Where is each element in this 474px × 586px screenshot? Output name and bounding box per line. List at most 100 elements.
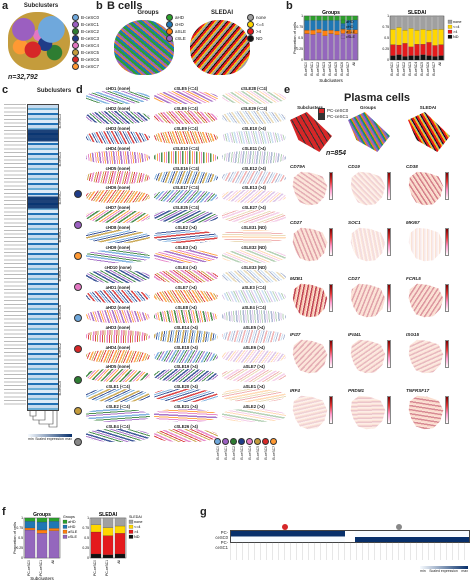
panel-label-f: f [2, 506, 6, 518]
bar-segment-aSLE [310, 29, 316, 35]
umap-pc-sledai [408, 112, 450, 152]
sample-umap: cSLE20 (>4) [152, 384, 220, 404]
x-tick-label: B-ceSC1 [310, 62, 314, 76]
panel-b-groups-legend: aHD cHD aSLE cSLE [166, 14, 186, 42]
sample-umap-title: cHD4 (none) [105, 145, 131, 151]
legend-label: B-ceSC7 [81, 63, 100, 69]
bar-segment-none [420, 15, 426, 30]
gene-expression-scatter [350, 171, 386, 206]
bar-segment-aSLE [24, 527, 36, 531]
sample-umap-title: cSLE20 (>4) [174, 384, 198, 390]
bar-segment-aSLE [322, 30, 328, 36]
cluster-circle [74, 314, 82, 322]
chart-title: Groups [322, 10, 340, 16]
gene-feature-plot: FCRL5 [406, 276, 449, 320]
sample-umap: cSLE5 (<=4) [152, 86, 220, 106]
bar-segment-none [402, 15, 408, 31]
panel-e-groups-title: Groups [359, 105, 376, 110]
legend-swatch [447, 34, 453, 39]
sample-umap-title: aSLE6 (>4) [243, 344, 265, 350]
bar-segment-aHD [346, 15, 352, 21]
d-legend-label: B-ceSC0 [215, 446, 220, 460]
sample-umap: cSLE28 (<=4) [220, 86, 288, 106]
legend-item: B-ceSC4 [72, 42, 99, 49]
sample-umap-title: cHD1 (none) [105, 86, 131, 91]
legend-swatch [318, 114, 325, 120]
sample-umap-scatter [86, 250, 150, 264]
legend-label: ND [256, 35, 263, 41]
bar-segment-aHD [352, 15, 358, 21]
panel-e-gene-grid: CD79A CD19 CD38 CD27 SOC1 MKI67 MZB1 CD27 FCRL5 I… [290, 164, 464, 432]
sample-umap-title: cSLE2 (>4) [175, 225, 197, 231]
gene-colorbar [329, 172, 333, 200]
sample-umap: cSLE13 (>4) [220, 185, 288, 205]
bar-segment-cHD [48, 521, 60, 529]
d-legend-dot [246, 438, 253, 445]
sample-umap: cSLE2 (>4) [152, 225, 220, 245]
sample-umap-scatter [222, 91, 286, 104]
sample-umap-title: aSLE2 (>4) [243, 404, 265, 410]
sample-umap-scatter [86, 429, 150, 443]
sample-umap-title: cSLE14 (>4) [174, 324, 198, 330]
bar-segment->4 [402, 43, 408, 57]
legend-swatch [72, 28, 79, 35]
legend-label: aHD [175, 14, 185, 20]
panel-e-n: n=854 [326, 150, 347, 157]
y-tick-label: 0.5 [298, 36, 303, 40]
bar-segment-<=4 [414, 29, 420, 45]
y-tick-label: 0 [301, 58, 303, 62]
d-legend-dot [254, 438, 261, 445]
legend-item: B-ceSC2 [72, 28, 99, 35]
legend-label: none [134, 520, 142, 524]
sample-umap: cSLE29 (<=4) [220, 106, 288, 126]
sample-umap: cHD1 (none) [84, 86, 152, 106]
bar-segment-<=4 [396, 27, 402, 46]
d-legend-label: B-ceSC2 [231, 446, 236, 460]
sample-umap: cSLE6 (<=4) [152, 106, 220, 126]
sample-umap: cSLE27 (>4) [220, 205, 288, 225]
bar-segment-<=4 [408, 28, 414, 47]
bar-segment-ND [438, 55, 444, 61]
x-tick-label: PC-ceSC0 [93, 560, 97, 576]
panel-b-sledai-title: SLEDAI [210, 10, 233, 16]
bar-segment-none [432, 15, 438, 30]
sample-umap-scatter [154, 349, 218, 363]
gene-name: CD38 [406, 164, 418, 169]
y-tick-label: 0 [87, 556, 89, 560]
legend-swatch [447, 29, 453, 34]
legend-label: <=4 [134, 525, 141, 529]
legend-label: >4 [256, 28, 262, 34]
legend-swatch [247, 28, 254, 35]
legend-label: B-ceSC2 [81, 28, 100, 34]
gene-name: TNFRSF17 [406, 388, 430, 393]
legend-label: none [453, 20, 461, 24]
d-legend-dot [222, 438, 229, 445]
x-tick-label: All [438, 62, 442, 66]
legend-item: none [247, 14, 266, 21]
legend-item: B-ceSC1 [72, 21, 99, 28]
legend-swatch [72, 63, 79, 70]
legend-swatch [62, 524, 68, 529]
sample-umap: aSLE5 (>4) [220, 325, 288, 345]
sample-umap-title: cSLE31 (ND) [241, 225, 267, 231]
sample-umap-title: cSLE16 (<=4) [172, 165, 200, 171]
bar-segment-aHD [334, 15, 340, 21]
gene-colorbar [329, 228, 333, 256]
bar-segment-aHD [316, 15, 322, 21]
legend-label: aSLE [175, 28, 187, 34]
bar-segment-none [390, 15, 396, 30]
bar-segment-cHD [316, 20, 322, 30]
bar-segment-ND [408, 55, 414, 61]
bar-segment-cHD [304, 20, 310, 31]
sample-umap: aHD3 (none) [84, 325, 152, 345]
d-legend-dot [270, 438, 277, 445]
sample-umap-title: cSLE33 (ND) [241, 265, 267, 271]
cluster-circle [74, 190, 82, 198]
legend-item: cHD [166, 21, 186, 28]
sample-umap: aSLE1 (>4) [220, 384, 288, 404]
bar-segment-cHD [322, 20, 328, 31]
gene-feature-plot: ISG15 [406, 332, 449, 376]
sample-umap-scatter [86, 91, 150, 104]
legend-label: cHD [68, 525, 76, 529]
